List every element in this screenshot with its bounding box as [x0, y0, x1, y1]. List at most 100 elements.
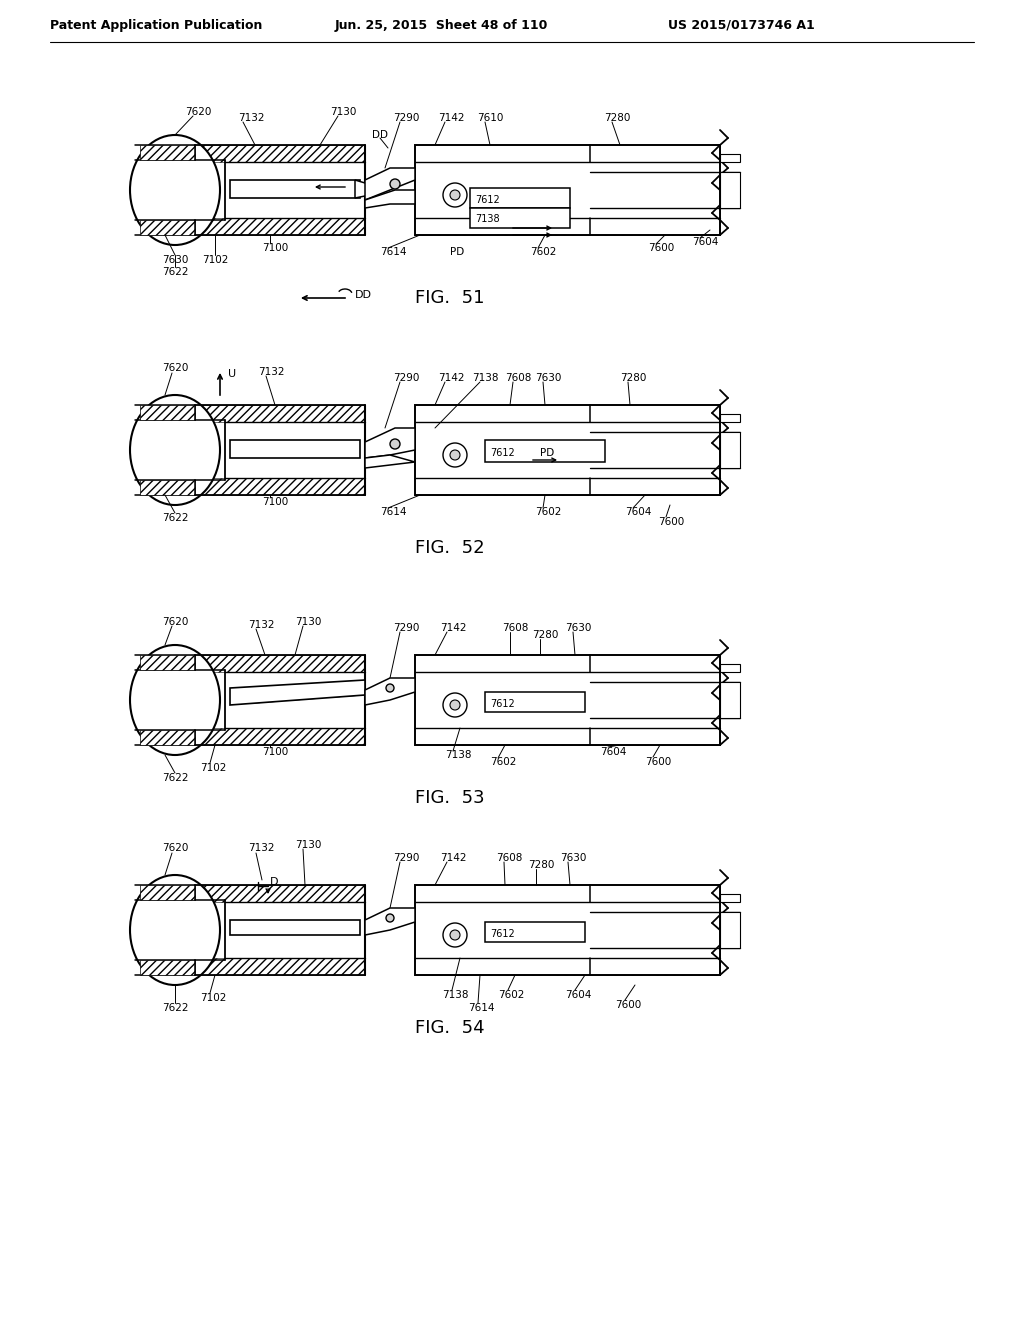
- Polygon shape: [365, 908, 415, 935]
- Bar: [590, 422, 720, 432]
- Circle shape: [443, 183, 467, 207]
- Bar: [590, 948, 720, 958]
- Bar: [415, 884, 720, 975]
- Ellipse shape: [130, 135, 220, 246]
- Circle shape: [390, 180, 400, 189]
- Polygon shape: [230, 680, 365, 705]
- Text: 7100: 7100: [262, 498, 288, 507]
- Bar: [140, 145, 195, 160]
- Bar: [470, 209, 570, 228]
- Text: FIG.  54: FIG. 54: [415, 1019, 484, 1038]
- Circle shape: [443, 923, 467, 946]
- Text: 7290: 7290: [393, 114, 420, 123]
- Text: 7142: 7142: [438, 114, 465, 123]
- Text: 7142: 7142: [440, 853, 467, 863]
- Bar: [590, 718, 720, 729]
- Text: Jun. 25, 2015  Sheet 48 of 110: Jun. 25, 2015 Sheet 48 of 110: [335, 18, 549, 32]
- Bar: [200, 729, 365, 744]
- Circle shape: [450, 700, 460, 710]
- Text: 7130: 7130: [330, 107, 356, 117]
- Text: US 2015/0173746 A1: US 2015/0173746 A1: [668, 18, 815, 32]
- Bar: [140, 884, 195, 900]
- Bar: [590, 209, 720, 218]
- Bar: [590, 162, 720, 172]
- Text: 7608: 7608: [496, 853, 522, 863]
- Polygon shape: [365, 455, 415, 469]
- Circle shape: [450, 190, 460, 201]
- Bar: [590, 672, 720, 682]
- Text: 7604: 7604: [692, 238, 719, 247]
- Text: 7600: 7600: [645, 756, 672, 767]
- Text: 7138: 7138: [445, 750, 471, 760]
- Text: 7630: 7630: [162, 255, 188, 265]
- Text: 7622: 7622: [162, 267, 188, 277]
- Text: Patent Application Publication: Patent Application Publication: [50, 18, 262, 32]
- Text: 7132: 7132: [258, 367, 285, 378]
- Bar: [590, 469, 720, 478]
- Text: 7290: 7290: [393, 374, 420, 383]
- Text: 7630: 7630: [560, 853, 587, 863]
- Polygon shape: [355, 180, 375, 198]
- Polygon shape: [720, 894, 740, 902]
- Text: 7138: 7138: [442, 990, 469, 1001]
- Text: 7132: 7132: [248, 620, 274, 630]
- Text: 7100: 7100: [262, 747, 288, 756]
- Bar: [415, 655, 720, 744]
- Bar: [720, 912, 740, 948]
- Text: 7280: 7280: [604, 114, 631, 123]
- Bar: [140, 655, 195, 671]
- Bar: [140, 405, 195, 420]
- Text: 7622: 7622: [162, 774, 188, 783]
- Bar: [485, 692, 585, 711]
- Text: 7600: 7600: [648, 243, 674, 253]
- Ellipse shape: [130, 395, 220, 506]
- Bar: [415, 145, 720, 235]
- Circle shape: [450, 931, 460, 940]
- Text: 7614: 7614: [468, 1003, 495, 1012]
- Bar: [140, 730, 195, 744]
- Bar: [415, 145, 720, 162]
- Text: 7602: 7602: [530, 247, 556, 257]
- Polygon shape: [365, 428, 415, 458]
- Text: PD: PD: [540, 447, 554, 458]
- Text: 7100: 7100: [262, 243, 288, 253]
- Text: 7102: 7102: [200, 993, 226, 1003]
- Text: 7614: 7614: [380, 507, 407, 517]
- Bar: [415, 405, 720, 422]
- Text: 7612: 7612: [490, 700, 515, 709]
- Text: 7290: 7290: [393, 623, 420, 634]
- Bar: [415, 405, 720, 495]
- Text: 7610: 7610: [477, 114, 504, 123]
- Polygon shape: [365, 678, 415, 705]
- Text: 7612: 7612: [490, 447, 515, 458]
- Polygon shape: [365, 168, 415, 201]
- Text: 7142: 7142: [438, 374, 465, 383]
- Bar: [415, 478, 720, 495]
- Bar: [720, 172, 740, 209]
- Text: 7604: 7604: [625, 507, 651, 517]
- Text: 7280: 7280: [528, 861, 554, 870]
- Polygon shape: [720, 154, 740, 162]
- Text: 7130: 7130: [295, 840, 322, 850]
- Bar: [485, 440, 605, 462]
- Bar: [485, 921, 585, 942]
- Text: 7138: 7138: [472, 374, 499, 383]
- Polygon shape: [365, 190, 415, 209]
- Polygon shape: [720, 664, 740, 672]
- Text: U: U: [228, 370, 237, 379]
- Circle shape: [386, 913, 394, 921]
- Text: PD: PD: [450, 247, 464, 257]
- Text: DD: DD: [372, 129, 388, 140]
- Bar: [230, 180, 360, 198]
- Text: 7602: 7602: [490, 756, 516, 767]
- Text: FIG.  52: FIG. 52: [415, 539, 484, 557]
- Text: 7622: 7622: [162, 1003, 188, 1012]
- Text: 7600: 7600: [658, 517, 684, 527]
- Bar: [415, 218, 720, 235]
- Text: 7620: 7620: [162, 843, 188, 853]
- Bar: [415, 729, 720, 744]
- Text: 7602: 7602: [535, 507, 561, 517]
- Circle shape: [390, 440, 400, 449]
- Text: 7612: 7612: [475, 195, 500, 205]
- Text: 7630: 7630: [535, 374, 561, 383]
